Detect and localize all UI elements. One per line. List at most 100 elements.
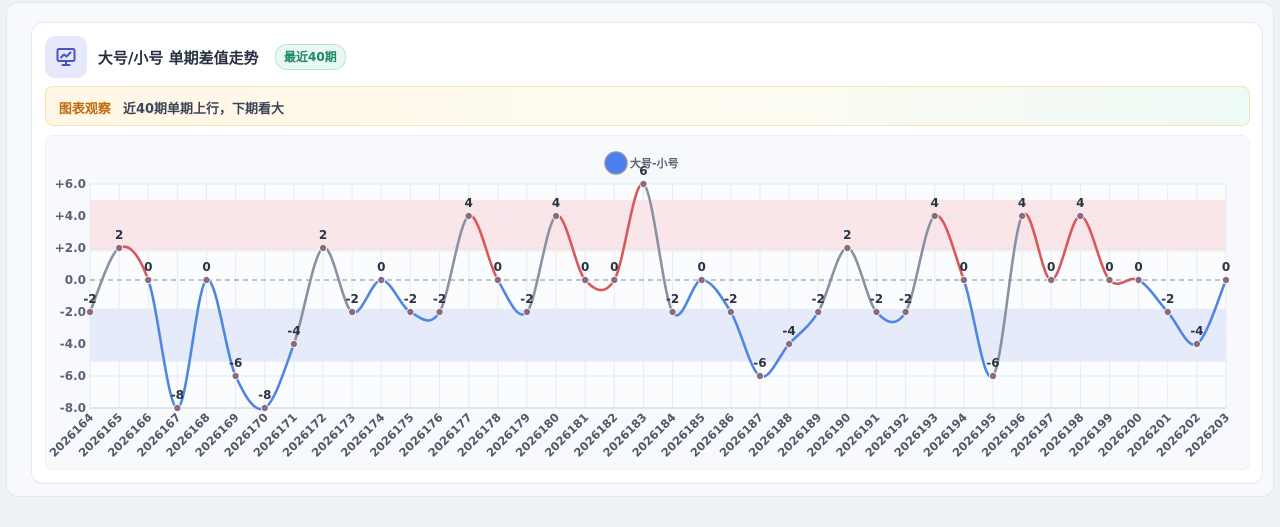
observation-text: 近40期单期上行，下期看大: [123, 102, 285, 117]
data-label: 2: [115, 228, 123, 242]
data-label: 0: [144, 260, 152, 274]
data-point: [843, 244, 852, 253]
period-badge: 最近40期: [275, 44, 346, 70]
data-label: -4: [287, 324, 300, 338]
data-point: [639, 180, 648, 189]
data-point: [988, 371, 997, 380]
data-label: -2: [520, 292, 533, 306]
y-tick-label: -8.0: [60, 401, 86, 415]
chart-card: 大号/小号 单期差值走势 最近40期 图表观察 近40期单期上行，下期看大 +6…: [31, 22, 1263, 484]
data-label: 0: [1134, 260, 1142, 274]
data-label: 0: [494, 260, 502, 274]
data-point: [1134, 275, 1143, 284]
data-label: -8: [171, 388, 184, 402]
data-point: [377, 275, 386, 284]
data-label: 0: [1047, 260, 1055, 274]
observation-banner: 图表观察 近40期单期上行，下期看大: [45, 86, 1250, 126]
page-title: 大号/小号 单期差值走势: [98, 49, 259, 67]
data-point: [173, 403, 182, 412]
data-label: -6: [753, 356, 766, 370]
data-point: [522, 307, 531, 316]
data-point: [726, 307, 735, 316]
data-label: 4: [931, 196, 939, 210]
data-label: -2: [1161, 292, 1174, 306]
data-point: [697, 275, 706, 284]
y-tick-label: +4.0: [55, 209, 86, 223]
series-line-segment: [904, 214, 937, 314]
data-label: -2: [345, 292, 358, 306]
data-point: [348, 307, 357, 316]
data-point: [1018, 212, 1027, 221]
y-tick-label: +2.0: [55, 241, 86, 255]
data-label: 0: [1105, 260, 1113, 274]
data-label: 2: [843, 228, 851, 242]
data-label: -6: [229, 356, 242, 370]
data-label: -2: [404, 292, 417, 306]
data-point: [785, 339, 794, 348]
data-label: 0: [377, 260, 385, 274]
line-chart: +6.0 +4.0 +2.0 0.0 -2.0 -4.0 -6.0 -8.0 大号-小号 -2 2 0…: [47, 151, 1232, 460]
data-label: 0: [960, 260, 968, 274]
data-point: [231, 371, 240, 380]
series-line-segment: [176, 278, 208, 410]
data-point: [260, 403, 269, 412]
legend-label: 大号-小号: [630, 156, 679, 170]
series-line-segment: [642, 182, 674, 314]
data-label: -2: [666, 292, 679, 306]
chart-presentation-icon: [45, 36, 87, 78]
data-label: -2: [812, 292, 825, 306]
data-point: [1222, 275, 1231, 284]
series-line-segment: [525, 214, 558, 314]
series-line-segment: [991, 214, 1024, 378]
data-point: [581, 275, 590, 284]
data-label: -4: [1190, 324, 1203, 338]
data-label: -8: [258, 388, 271, 402]
page-container: 大号/小号 单期差值走势 最近40期 图表观察 近40期单期上行，下期看大 +6…: [6, 2, 1274, 497]
data-point: [289, 339, 298, 348]
data-label: -2: [899, 292, 912, 306]
data-point: [1105, 275, 1114, 284]
data-point: [1192, 339, 1201, 348]
y-tick-label: +6.0: [55, 177, 86, 191]
data-point: [1076, 212, 1085, 221]
data-point: [552, 212, 561, 221]
data-label: 0: [698, 260, 706, 274]
chart-area: +6.0 +4.0 +2.0 0.0 -2.0 -4.0 -6.0 -8.0 大号-小号 -2 2 0…: [45, 135, 1250, 470]
observation-label: 图表观察: [59, 102, 112, 117]
data-label: -2: [83, 292, 96, 306]
data-point: [435, 307, 444, 316]
data-label: 0: [1222, 260, 1230, 274]
data-label: 6: [639, 164, 647, 178]
data-point: [319, 244, 328, 253]
data-point: [668, 307, 677, 316]
data-label: 4: [464, 196, 472, 210]
band-lower: [90, 308, 1226, 362]
data-label: 4: [552, 196, 560, 210]
data-point: [814, 307, 823, 316]
y-tick-label: 0.0: [65, 273, 86, 287]
series-line-segment: [438, 214, 470, 314]
y-tick-label: -4.0: [60, 337, 86, 351]
data-label: -2: [724, 292, 737, 306]
data-label: -2: [870, 292, 883, 306]
data-point: [144, 275, 153, 284]
y-tick-label: -6.0: [60, 369, 86, 383]
data-point: [872, 307, 881, 316]
y-tick-label: -2.0: [60, 305, 86, 319]
data-point: [406, 307, 415, 316]
data-label: 2: [319, 228, 327, 242]
data-point: [1047, 275, 1056, 284]
data-point: [115, 244, 124, 253]
data-point: [202, 275, 211, 284]
data-point: [493, 275, 502, 284]
data-point: [464, 212, 473, 221]
data-label: 0: [202, 260, 210, 274]
data-label: -2: [433, 292, 446, 306]
data-label: -4: [782, 324, 795, 338]
data-label: 4: [1076, 196, 1084, 210]
data-label: 0: [581, 260, 589, 274]
data-point: [901, 307, 910, 316]
data-point: [610, 275, 619, 284]
data-label: 4: [1018, 196, 1026, 210]
data-point: [755, 371, 764, 380]
